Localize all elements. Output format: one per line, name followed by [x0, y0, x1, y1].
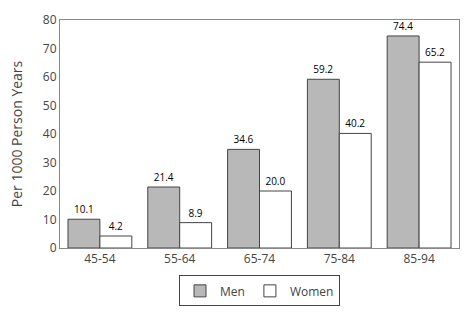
svg-text:65.2: 65.2 — [425, 45, 445, 59]
svg-text:4.2: 4.2 — [109, 219, 123, 233]
svg-text:10: 10 — [43, 211, 57, 228]
svg-text:75-84: 75-84 — [324, 250, 355, 267]
svg-text:85-94: 85-94 — [403, 250, 434, 267]
svg-text:Men: Men — [220, 283, 245, 300]
svg-text:20: 20 — [43, 182, 57, 199]
svg-text:21.4: 21.4 — [154, 170, 174, 184]
svg-text:40.2: 40.2 — [345, 116, 365, 130]
svg-text:10.1: 10.1 — [74, 202, 94, 216]
svg-text:0: 0 — [50, 239, 57, 256]
svg-text:Per 1000 Person Years: Per 1000 Person Years — [7, 60, 26, 207]
svg-text:80: 80 — [43, 11, 57, 28]
svg-text:30: 30 — [43, 154, 57, 171]
svg-text:20.0: 20.0 — [265, 174, 285, 188]
svg-text:34.6: 34.6 — [234, 132, 254, 146]
svg-text:40: 40 — [43, 125, 57, 142]
svg-text:70: 70 — [43, 40, 57, 57]
svg-text:50: 50 — [43, 97, 57, 114]
svg-text:74.4: 74.4 — [393, 19, 413, 33]
svg-text:45-54: 45-54 — [84, 250, 115, 267]
svg-text:60: 60 — [43, 68, 57, 85]
svg-text:Women: Women — [290, 283, 334, 300]
svg-text:59.2: 59.2 — [313, 62, 333, 76]
svg-text:65-74: 65-74 — [244, 250, 275, 267]
svg-text:8.9: 8.9 — [188, 206, 202, 220]
svg-text:55-64: 55-64 — [164, 250, 195, 267]
